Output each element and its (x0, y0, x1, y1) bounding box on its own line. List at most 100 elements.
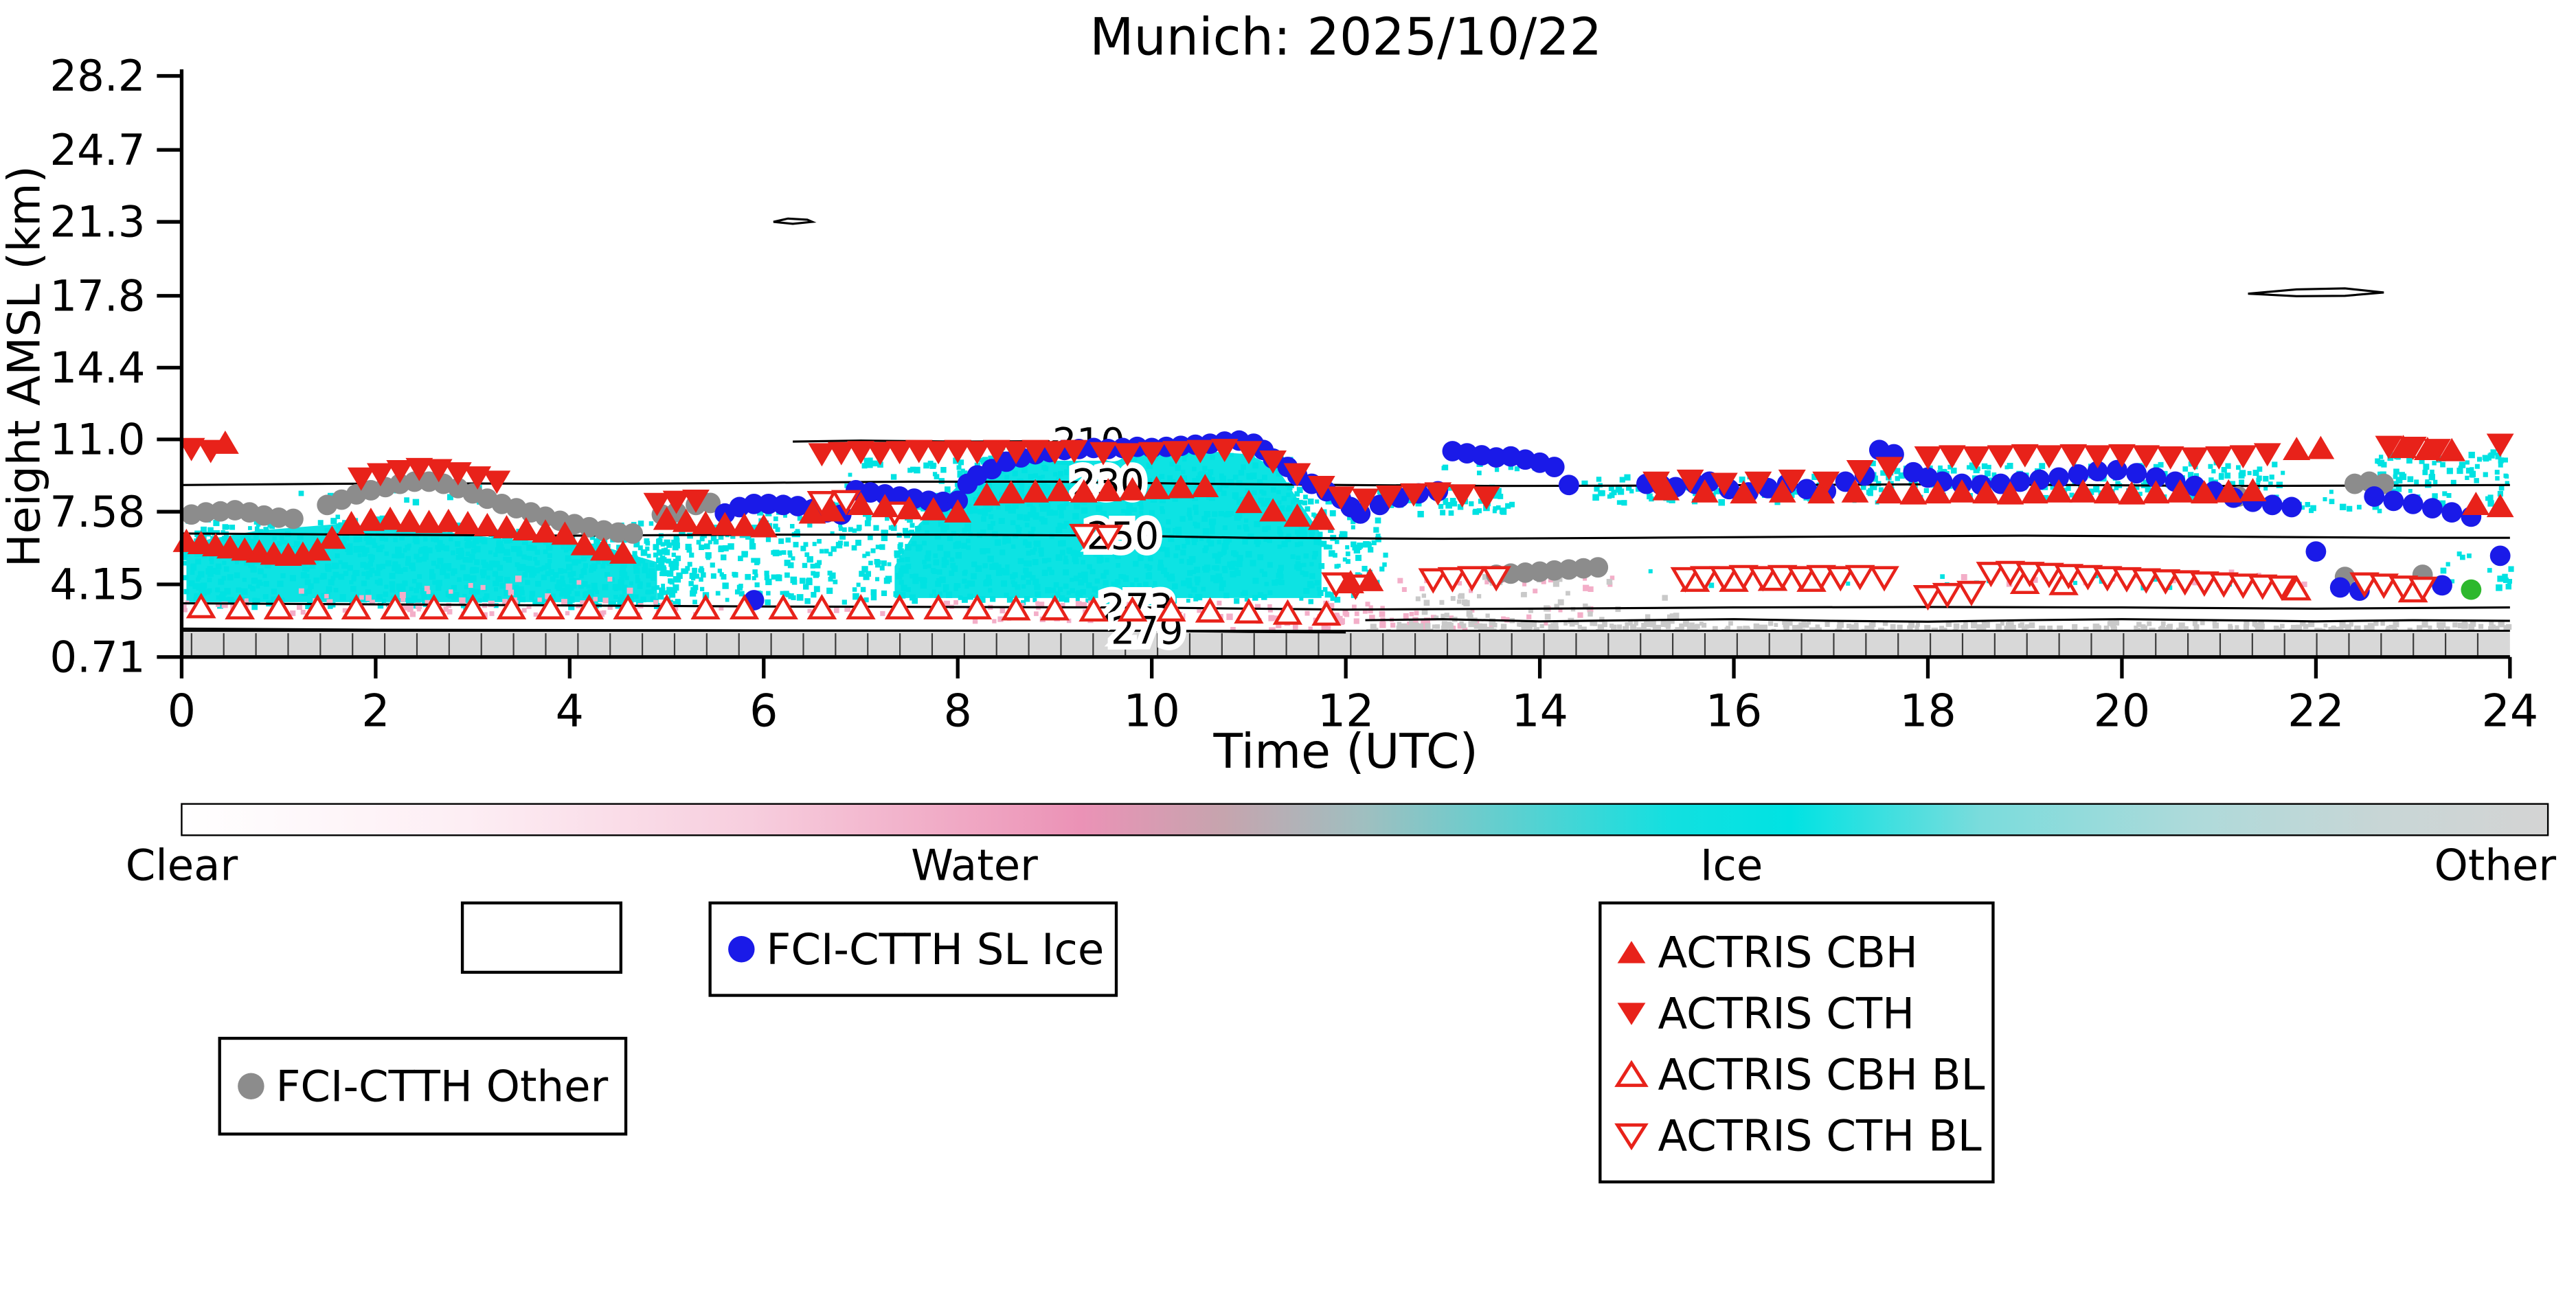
surface-band-hatch (190, 633, 2479, 656)
data-point (1191, 474, 1219, 498)
data-point (1728, 564, 1759, 591)
surface-band (181, 630, 2510, 657)
data-point (2283, 437, 2311, 460)
data-point (1899, 481, 1928, 505)
data-point (711, 512, 739, 536)
series-actris-cth-bl (806, 490, 2438, 611)
data-point (1744, 471, 1772, 495)
mask-speckle-ice (1377, 484, 1515, 518)
data-point (944, 439, 972, 464)
data-point (1923, 480, 1952, 504)
data-point (730, 512, 758, 536)
data-point (195, 502, 216, 523)
legend-actris-cth-bl-label: ACTRIS CTH BL (1658, 1110, 1981, 1161)
data-point (923, 593, 953, 620)
colorbar-label-clear: Clear (126, 840, 238, 890)
data-point (2462, 492, 2490, 515)
triangle-down-open-icon (1614, 1123, 1649, 1151)
data-point (1573, 558, 1594, 579)
data-point (380, 593, 411, 620)
data-point (1351, 488, 1379, 512)
data-point (749, 514, 778, 538)
data-point (1234, 597, 1264, 624)
x-tick-label: 14 (1511, 686, 1568, 738)
data-point (806, 491, 837, 517)
y-tick-label: 24.7 (49, 125, 145, 175)
data-point (1748, 566, 1778, 592)
data-point (2020, 480, 2048, 504)
data-point (357, 507, 385, 532)
data-point (2364, 486, 2385, 507)
data-point (1142, 476, 1171, 499)
data-point (643, 492, 671, 516)
data-point (2375, 435, 2403, 459)
data-point (1375, 485, 1403, 509)
legend-box-empty-frame (460, 901, 623, 974)
data-point (2015, 562, 2045, 588)
data-point (962, 593, 993, 620)
mask-speckle-ice (2375, 448, 2509, 508)
data-point (2035, 445, 2063, 469)
colorbar-label-water: Water (911, 840, 1038, 890)
data-point (551, 521, 579, 545)
mask-speckle-ice (185, 519, 236, 540)
y-tick-label: 14.4 (49, 343, 145, 393)
data-point (1676, 469, 1704, 493)
data-point (1996, 481, 2024, 505)
contour-label-250: 250 (1087, 514, 1160, 558)
data-point (366, 463, 394, 487)
data-point (2009, 471, 2031, 492)
data-point (418, 593, 449, 620)
data-point (1117, 596, 1148, 622)
legend-fci-other: FCI-CTTH Other (218, 1036, 628, 1136)
data-point (1473, 486, 1500, 510)
data-point (1515, 562, 1536, 583)
data-point (831, 490, 861, 516)
data-point (1060, 439, 1088, 464)
mask-speckle-ice (2283, 490, 2382, 514)
triangle-up-filled-icon (1617, 941, 1646, 963)
data-point (866, 442, 894, 466)
data-point (386, 459, 414, 483)
data-point (1558, 475, 1579, 496)
data-point (376, 506, 404, 530)
data-point (1001, 595, 1031, 621)
colorbar-labels: Clear Water Ice Other (126, 840, 2557, 890)
data-point (973, 482, 1001, 506)
y-tick-label: 28.2 (49, 51, 145, 101)
data-point (1912, 585, 1943, 611)
data-point (2068, 464, 2089, 485)
data-point (2208, 572, 2239, 598)
data-point (1825, 566, 1856, 592)
data-point (817, 498, 846, 522)
data-point (895, 496, 923, 520)
data-point (2489, 545, 2511, 567)
data-point (2281, 496, 2302, 518)
data-point (1948, 479, 1976, 503)
data-point (2229, 445, 2257, 469)
data-point (2053, 564, 2084, 590)
data-point (1875, 480, 1903, 504)
data-point (1806, 564, 1836, 591)
data-point (2118, 481, 2146, 505)
data-point (2112, 567, 2142, 593)
data-point (1069, 523, 1099, 549)
data-point (2150, 569, 2181, 595)
y-tick-label: 7.58 (49, 487, 145, 537)
data-point (2438, 437, 2466, 461)
data-point (2142, 480, 2170, 504)
data-point (2329, 577, 2351, 598)
data-point (1481, 566, 1511, 592)
data-point (2486, 433, 2514, 457)
x-tick-label: 16 (1706, 686, 1763, 738)
data-point (283, 508, 304, 529)
data-point (1283, 503, 1311, 527)
data-point (1642, 471, 1670, 495)
colorbar: Clear Water Ice Other (126, 803, 2557, 890)
data-point (396, 508, 424, 532)
data-point (1437, 567, 1468, 593)
x-tick-label: 4 (556, 686, 584, 738)
data-point (1956, 580, 1987, 606)
data-point (1544, 560, 1565, 581)
